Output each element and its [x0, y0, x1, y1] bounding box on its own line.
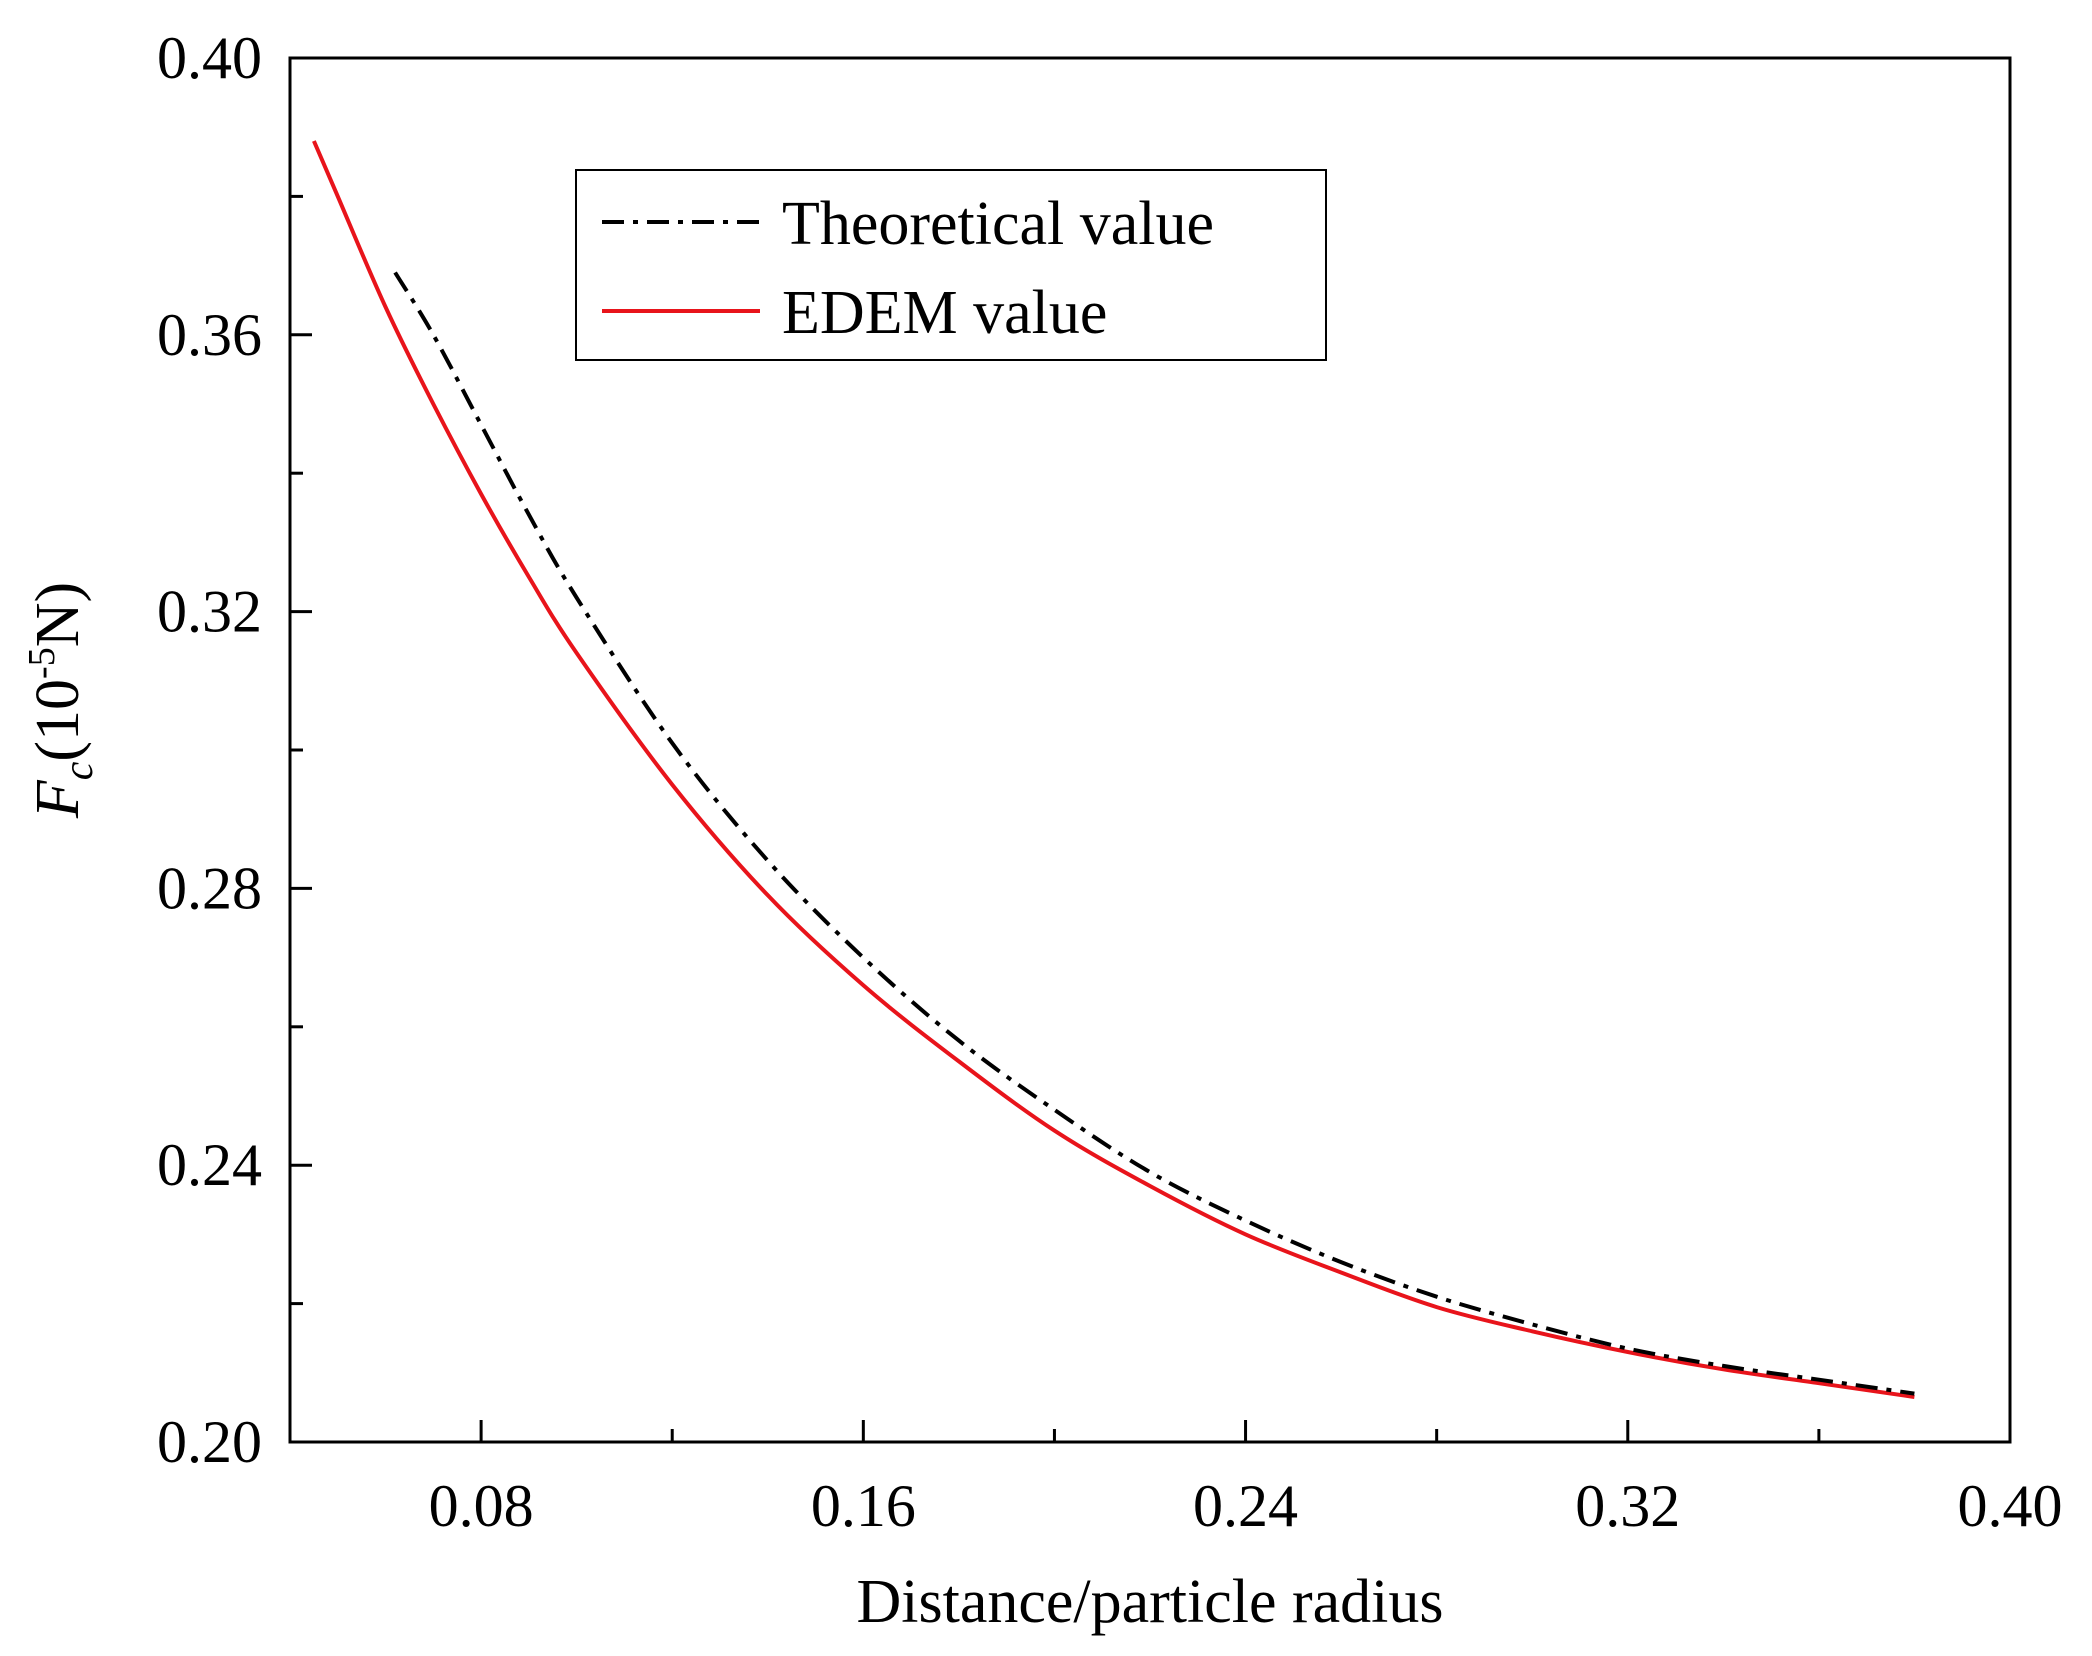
x-tick-label: 0.24 [1193, 1473, 1298, 1539]
y-axis-exponent: -5 [21, 647, 63, 679]
legend-label-edem: EDEM value [782, 279, 1107, 347]
minor-ticks [290, 194, 1821, 1442]
major-ticks [290, 56, 2012, 1444]
y-tick-label: 0.40 [157, 25, 262, 91]
x-axis-title: Distance/particle radius [856, 1568, 1443, 1636]
y-axis-subscript: c [56, 761, 102, 780]
x-tick-label: 0.16 [811, 1473, 916, 1539]
y-tick-label: 0.32 [157, 579, 262, 645]
x-tick-label: 0.40 [1958, 1473, 2063, 1539]
y-axis-title: Fc(10-5N) [21, 582, 102, 819]
legend-label-theoretical: Theoretical value [782, 190, 1214, 258]
y-tick-label: 0.20 [157, 1409, 262, 1475]
series-layer [312, 140, 1915, 1399]
y-tick-label: 0.28 [157, 855, 262, 921]
x-tick-label: 0.08 [429, 1473, 534, 1539]
x-tick-labels: 0.08 0.16 0.24 0.32 0.40 [429, 1473, 2063, 1539]
legend-box [575, 169, 1327, 361]
series-line-theoretical [393, 271, 1915, 1396]
y-axis-unit-close: N) [24, 582, 92, 647]
y-axis-unit-open: (10 [24, 679, 92, 762]
y-tick-labels: 0.20 0.24 0.28 0.32 0.36 0.40 [157, 25, 262, 1475]
x-tick-label: 0.32 [1575, 1473, 1680, 1539]
y-axis-symbol: F [24, 779, 92, 819]
y-tick-label: 0.24 [157, 1132, 262, 1198]
y-tick-label: 0.36 [157, 302, 262, 368]
series-line-edem [312, 140, 1915, 1399]
legend: Theoretical value EDEM value [575, 169, 1327, 361]
